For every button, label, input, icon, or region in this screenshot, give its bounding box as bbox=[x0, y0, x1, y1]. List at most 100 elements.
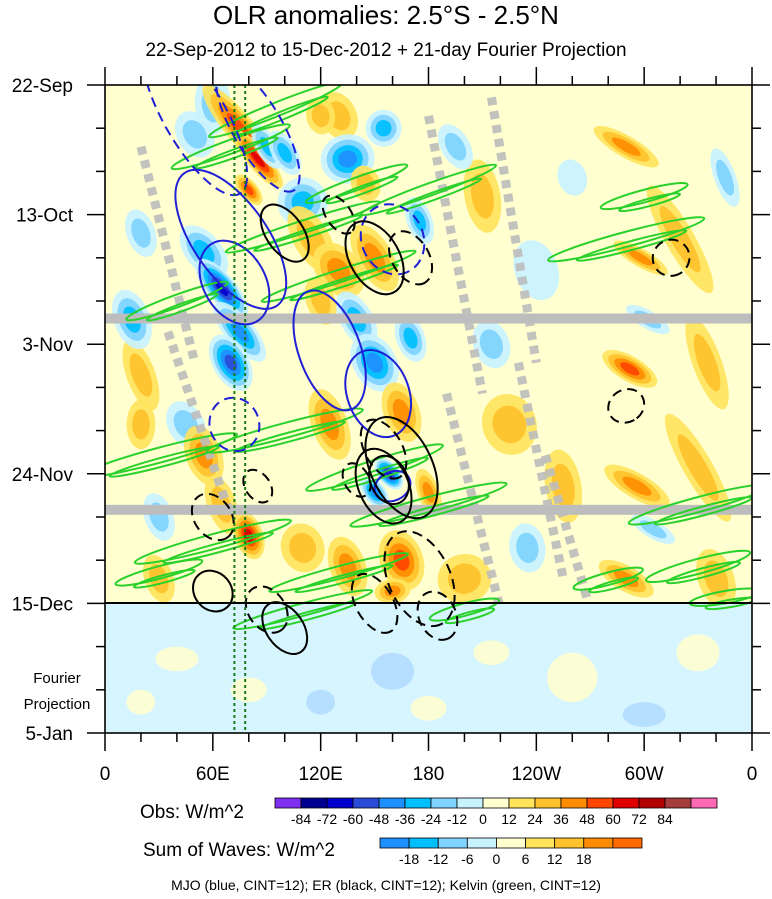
y-tick-labels: 22-Sep 13-Oct 3-Nov 24-Nov 15-Dec 5-Jan bbox=[12, 76, 74, 745]
anomaly-cell bbox=[182, 120, 208, 149]
er-contour bbox=[651, 238, 691, 277]
anomaly-cell bbox=[422, 481, 435, 503]
sow-legend-swatch bbox=[379, 837, 410, 849]
y-tick-label: 15-Dec bbox=[12, 594, 73, 615]
kelvin-contour bbox=[289, 263, 399, 302]
obs-legend-label: 84 bbox=[657, 811, 673, 827]
x-tick-label: 0 bbox=[747, 764, 758, 785]
y-tick-label: 24-Nov bbox=[12, 465, 74, 486]
missing-data-stripe bbox=[486, 96, 541, 364]
anomaly-cell bbox=[277, 142, 293, 163]
sow-legend-label: 12 bbox=[547, 851, 563, 867]
kelvin-contour bbox=[304, 163, 409, 205]
kelvin-contour bbox=[575, 229, 688, 262]
anomaly-cell bbox=[611, 137, 641, 156]
obs-legend-label: 36 bbox=[553, 811, 569, 827]
obs-legend-label: 24 bbox=[527, 811, 543, 827]
obs-legend-label: -12 bbox=[447, 811, 467, 827]
sow-legend-swatch bbox=[496, 837, 526, 849]
er-contour bbox=[190, 492, 235, 542]
er-contour bbox=[244, 585, 289, 634]
projection-cell bbox=[473, 640, 510, 666]
reference-longitudes bbox=[233, 85, 247, 733]
anomaly-cell bbox=[516, 532, 539, 563]
er-contour bbox=[359, 418, 408, 480]
kelvin-contour bbox=[132, 568, 196, 589]
sow-legend-labels: -18 -12 -6 0 6 12 18 bbox=[399, 851, 592, 867]
obs-legend-swatch bbox=[560, 797, 588, 809]
projection-cell bbox=[676, 634, 720, 672]
missing-data-row bbox=[105, 504, 752, 515]
anomaly-cell bbox=[131, 218, 151, 248]
obs-legend-label: -24 bbox=[421, 811, 441, 827]
anomaly-cell bbox=[243, 184, 254, 196]
obs-legend-swatch bbox=[404, 797, 432, 809]
missing-data-stripe bbox=[163, 330, 236, 519]
er-contour bbox=[387, 230, 434, 286]
obs-legend-label: 0 bbox=[479, 811, 487, 827]
sow-legend-swatch bbox=[466, 837, 497, 849]
sow-legend-swatch bbox=[525, 837, 556, 849]
anomaly-cell bbox=[447, 563, 481, 594]
anomaly-cell bbox=[224, 354, 238, 371]
obs-legend-label: -48 bbox=[369, 811, 389, 827]
anomaly-cell bbox=[375, 119, 392, 137]
x-tick-label: 0 bbox=[100, 764, 111, 785]
er-contour bbox=[259, 203, 310, 263]
sow-legend-swatch bbox=[554, 837, 585, 849]
sow-legend-swatch bbox=[583, 837, 614, 849]
sow-legend-label: 18 bbox=[576, 851, 592, 867]
anomaly-cell bbox=[250, 150, 265, 168]
sow-legend-title: Sum of Waves: W/m^2 bbox=[143, 840, 335, 861]
anomaly-cell bbox=[129, 353, 153, 397]
kelvin-contour bbox=[378, 494, 490, 528]
obs-legend-label: -36 bbox=[395, 811, 415, 827]
axis-ticks bbox=[87, 67, 770, 751]
y-tick-label: 22-Sep bbox=[12, 76, 73, 97]
kelvin-contour bbox=[359, 163, 498, 217]
obs-legend-swatch bbox=[612, 797, 640, 809]
kelvin-contour bbox=[653, 496, 752, 526]
kelvin-contour bbox=[704, 596, 752, 611]
anomaly-cell bbox=[444, 132, 467, 161]
anomaly-cell bbox=[393, 549, 410, 571]
anomaly-cell bbox=[311, 104, 330, 128]
obs-legend-label: 72 bbox=[631, 811, 647, 827]
projection-cell bbox=[370, 652, 415, 690]
mjo-contour bbox=[198, 239, 271, 326]
missing-data-stripe bbox=[513, 361, 568, 580]
er-contour bbox=[416, 590, 459, 641]
anomaly-cell bbox=[289, 532, 317, 563]
obs-legend-swatch bbox=[586, 797, 614, 809]
anomaly-cell bbox=[479, 329, 504, 359]
kelvin-contour bbox=[170, 123, 291, 171]
kelvin-contour bbox=[305, 443, 444, 492]
obs-legend-swatch bbox=[352, 797, 380, 809]
obs-legend-swatch bbox=[534, 797, 562, 809]
x-tick-label: 120W bbox=[512, 764, 562, 785]
er-contour bbox=[242, 468, 274, 504]
x-tick-label: 120E bbox=[298, 764, 342, 785]
kelvin-contour bbox=[133, 518, 292, 565]
anomaly-cell bbox=[677, 434, 719, 501]
anomaly-cell bbox=[384, 585, 401, 597]
obs-legend-label: 60 bbox=[605, 811, 621, 827]
kelvin-contour bbox=[145, 292, 219, 322]
anomaly-cell bbox=[639, 520, 667, 539]
projection-cell bbox=[622, 702, 666, 727]
mjo-contour bbox=[359, 203, 426, 276]
sow-legend-swatch bbox=[437, 837, 468, 849]
obs-legend-swatch bbox=[430, 797, 458, 809]
kelvin-contour bbox=[105, 432, 239, 479]
kelvin-contour bbox=[205, 407, 364, 454]
x-tick-label: 60E bbox=[196, 764, 230, 785]
y-tick-label: 13-Oct bbox=[16, 206, 74, 227]
kelvin-contour bbox=[125, 280, 229, 322]
sow-legend-swatch bbox=[408, 837, 439, 849]
missing-data-stripe bbox=[424, 114, 487, 395]
er-contour bbox=[364, 416, 439, 520]
obs-legend-swatch bbox=[690, 797, 718, 809]
mjo-contour bbox=[344, 349, 412, 439]
kelvin-contour bbox=[162, 531, 274, 565]
er-contour bbox=[261, 601, 309, 655]
